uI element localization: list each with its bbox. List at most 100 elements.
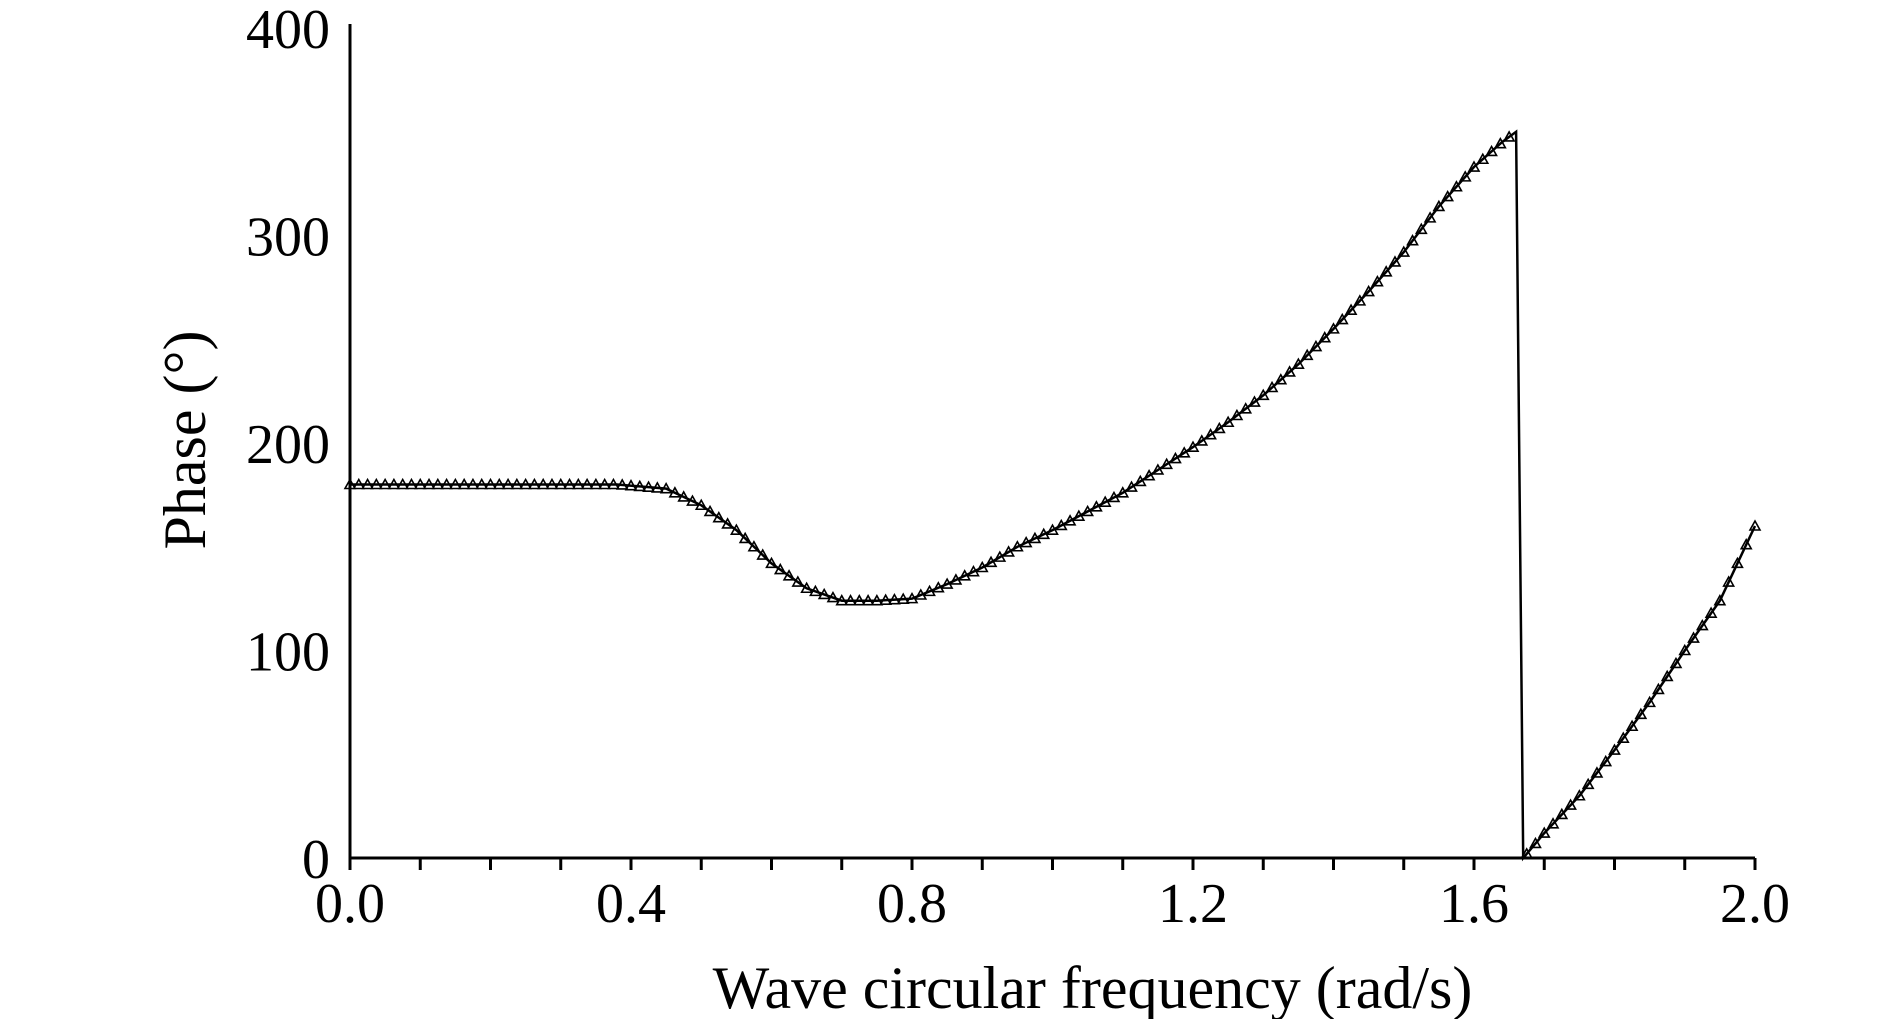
triangle-marker (1186, 440, 1200, 452)
triangle-marker (396, 477, 410, 490)
triangle-marker (1300, 348, 1314, 361)
triangle-marker (879, 593, 893, 605)
triangle-marker (677, 490, 691, 502)
triangle-marker (1107, 490, 1121, 503)
ticks: 0.0 0.4 0.8 1.2 1.6 2.0 0 100 200 300 400 (246, 0, 1790, 935)
triangle-marker (449, 477, 462, 490)
triangle-marker (1230, 408, 1244, 421)
triangle-marker (712, 511, 726, 523)
triangle-marker (1695, 618, 1709, 631)
triangle-marker (1239, 402, 1253, 414)
triangle-marker (598, 477, 612, 490)
triangle-marker (1590, 766, 1604, 778)
triangle-marker (1722, 575, 1736, 587)
triangle-marker (756, 548, 770, 560)
markers (343, 130, 1762, 859)
triangle-marker (1660, 669, 1674, 682)
triangle-marker (615, 478, 629, 490)
y-tick-label: 200 (246, 414, 330, 476)
triangle-marker (1616, 731, 1630, 743)
triangle-marker (457, 477, 471, 490)
triangle-marker (510, 477, 524, 490)
triangle-marker (1283, 365, 1296, 377)
triangle-marker (431, 477, 445, 490)
triangle-marker (1529, 836, 1542, 849)
x-tick-label: 0.0 (315, 873, 385, 935)
triangle-marker (1046, 523, 1059, 535)
triangle-marker (1546, 817, 1560, 829)
triangle-marker (1019, 535, 1033, 548)
triangle-marker (501, 477, 515, 490)
triangle-marker (1476, 152, 1490, 165)
triangle-marker (747, 540, 761, 552)
triangle-marker (1125, 480, 1138, 492)
x-tick-label: 0.4 (596, 873, 666, 935)
triangle-marker (1292, 357, 1305, 369)
triangle-marker (1142, 469, 1156, 481)
triangle-marker (1397, 245, 1411, 257)
triangle-marker (1054, 518, 1068, 531)
triangle-marker (721, 517, 734, 529)
triangle-marker (589, 477, 603, 490)
triangle-marker (1555, 807, 1569, 820)
triangle-marker (1160, 457, 1174, 470)
triangle-marker (940, 577, 954, 589)
triangle-marker (1625, 719, 1639, 732)
triangle-marker (624, 479, 638, 491)
triangle-marker (650, 481, 664, 493)
triangle-marker (817, 587, 831, 600)
triangle-marker (1072, 509, 1086, 521)
triangle-marker (905, 591, 919, 604)
triangle-marker (800, 581, 813, 594)
triangle-marker (923, 584, 936, 597)
triangle-marker (914, 588, 928, 600)
triangle-marker (1713, 594, 1727, 606)
triangle-marker (422, 477, 436, 490)
x-tick-label: 1.6 (1439, 873, 1509, 935)
triangle-marker (413, 477, 427, 490)
triangle-marker (1493, 137, 1507, 149)
triangle-marker (1098, 495, 1112, 507)
triangle-marker (1265, 380, 1279, 393)
triangle-marker (378, 477, 392, 490)
triangle-marker (580, 477, 594, 490)
triangle-marker (703, 504, 717, 517)
triangle-marker (554, 477, 568, 490)
triangle-marker (1643, 695, 1656, 708)
triangle-marker (1318, 331, 1332, 343)
triangle-marker (1362, 284, 1375, 297)
triangle-marker (1090, 500, 1103, 512)
x-tick-label: 1.2 (1158, 873, 1228, 935)
triangle-marker (1151, 463, 1165, 475)
triangle-marker (1669, 656, 1683, 669)
triangle-marker (1335, 312, 1349, 325)
triangle-marker (958, 569, 972, 581)
triangle-marker (1520, 847, 1534, 859)
series (350, 129, 1757, 862)
triangle-marker (949, 573, 963, 585)
triangle-marker (826, 590, 840, 603)
triangle-marker (1687, 631, 1700, 643)
triangle-marker (387, 477, 401, 490)
triangle-marker (1599, 754, 1613, 767)
triangle-marker (1177, 446, 1191, 458)
triangle-marker (405, 477, 418, 490)
triangle-marker (1432, 199, 1446, 212)
triangle-marker (1458, 170, 1472, 182)
triangle-marker (1573, 789, 1586, 801)
triangle-marker (1221, 415, 1235, 428)
triangle-marker (1344, 303, 1358, 316)
triangle-marker (1256, 388, 1270, 401)
triangle-marker (1204, 428, 1217, 440)
triangle-marker (1731, 556, 1744, 569)
y-tick-label: 0 (302, 829, 330, 891)
triangle-marker (1063, 514, 1077, 526)
triangle-marker (686, 494, 699, 506)
series-line (350, 129, 1757, 862)
triangle-marker (852, 594, 866, 606)
triangle-marker (1634, 707, 1648, 720)
triangle-marker (571, 477, 585, 490)
triangle-marker (1652, 682, 1665, 695)
triangle-marker (1423, 211, 1437, 223)
